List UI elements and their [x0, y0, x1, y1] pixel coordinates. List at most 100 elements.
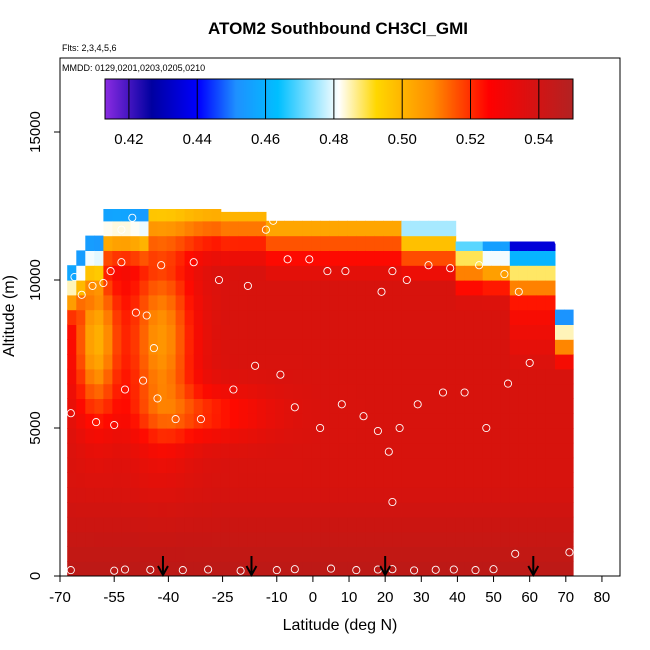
heatmap-cell — [121, 324, 131, 340]
heatmap-cell — [473, 472, 484, 488]
heatmap-cell — [130, 546, 141, 562]
sample-point — [290, 565, 299, 574]
heatmap-cell — [302, 324, 312, 340]
heatmap-cell — [302, 235, 312, 251]
heatmap-cell — [356, 235, 366, 251]
heatmap-cell — [374, 235, 384, 251]
heatmap-cell — [464, 241, 475, 251]
heatmap-cell — [275, 250, 285, 266]
heatmap-cell — [247, 516, 258, 533]
heatmap-cell — [311, 309, 321, 325]
heatmap-cell — [536, 250, 547, 266]
sample-point — [117, 258, 126, 267]
heatmap-cell — [175, 502, 186, 518]
heatmap-cell — [545, 265, 556, 281]
heatmap-cell — [130, 280, 141, 296]
heatmap-cell — [302, 413, 312, 429]
x-tick-label: -70 — [49, 589, 71, 606]
heatmap-cell — [220, 472, 231, 488]
heatmap-cell — [67, 516, 77, 533]
heatmap-cell — [509, 354, 520, 370]
heatmap-cell — [76, 531, 86, 547]
heatmap-cell — [202, 309, 213, 325]
heatmap-cell — [383, 383, 393, 399]
heatmap-cell — [85, 516, 95, 533]
heatmap-cell — [130, 531, 141, 547]
heatmap-cell — [103, 339, 113, 355]
heatmap-cell — [401, 324, 411, 340]
heatmap-cell — [193, 324, 204, 340]
heatmap-cell — [555, 413, 565, 429]
heatmap-cell — [527, 442, 538, 459]
heatmap-cell — [410, 324, 421, 340]
heatmap-cell — [247, 487, 258, 503]
heatmap-cell — [536, 383, 547, 399]
heatmap-cell — [419, 294, 430, 311]
heatmap-cell — [139, 413, 150, 429]
heatmap-cell — [374, 354, 384, 370]
heatmap-cell — [112, 250, 122, 266]
heatmap-cell — [374, 368, 384, 385]
heatmap-cell — [509, 309, 520, 325]
heatmap-cell — [383, 413, 393, 429]
heatmap-cell — [401, 235, 411, 251]
heatmap-cell — [491, 354, 502, 370]
heatmap-cell — [220, 339, 231, 355]
heatmap-cell — [256, 211, 267, 222]
heatmap-cell — [256, 294, 267, 311]
heatmap-cell — [428, 368, 439, 385]
heatmap-cell — [148, 220, 159, 237]
heatmap-cell — [383, 442, 393, 459]
heatmap-cell — [94, 368, 104, 385]
heatmap-cell — [193, 531, 204, 547]
heatmap-cell — [446, 220, 457, 237]
heatmap-cell — [536, 502, 547, 518]
heatmap-cell — [365, 413, 375, 429]
heatmap-cell — [76, 413, 86, 429]
heatmap-cell — [473, 487, 484, 503]
heatmap-cell — [211, 398, 222, 414]
heatmap-cell — [284, 280, 294, 296]
heatmap-cell — [545, 354, 556, 370]
heatmap-cell — [509, 428, 520, 444]
heatmap-cell — [157, 354, 168, 370]
heatmap-cell — [509, 398, 520, 414]
heatmap-cell — [347, 250, 357, 266]
heatmap-cell — [536, 265, 547, 281]
heatmap-cell — [247, 235, 258, 251]
heatmap-cell — [392, 309, 402, 325]
heatmap-cell — [193, 413, 204, 429]
heatmap-cell — [247, 457, 258, 473]
heatmap-cell — [175, 368, 186, 385]
heatmap-cell — [329, 502, 339, 518]
heatmap-cell — [482, 354, 493, 370]
heatmap-cell — [265, 339, 276, 355]
heatmap-cell — [518, 339, 529, 355]
heatmap-cell — [67, 265, 77, 281]
heatmap-cell — [564, 457, 574, 473]
heatmap-cell — [428, 265, 439, 281]
heatmap-cell — [175, 398, 186, 414]
heatmap-cell — [157, 368, 168, 385]
heatmap-cell — [302, 516, 312, 533]
heatmap-cell — [500, 531, 511, 547]
heatmap-cell — [374, 220, 384, 237]
heatmap-cell — [202, 442, 213, 459]
heatmap-cell — [536, 280, 547, 296]
sample-point — [475, 261, 484, 270]
heatmap-cell — [356, 324, 366, 340]
heatmap-cell — [184, 265, 195, 281]
heatmap-cell — [293, 487, 303, 503]
heatmap-cell — [545, 457, 556, 473]
heatmap-cell — [166, 250, 177, 266]
heatmap-cell — [347, 442, 357, 459]
heatmap-cell — [419, 368, 430, 385]
colorbar-tick-label: 0.46 — [251, 131, 280, 148]
heatmap-cell — [148, 502, 159, 518]
heatmap-cell — [329, 531, 339, 547]
heatmap-cell — [338, 487, 348, 503]
heatmap-cell — [166, 487, 177, 503]
heatmap-cell — [247, 502, 258, 518]
heatmap-cell — [76, 309, 86, 325]
heatmap-cell — [94, 531, 104, 547]
